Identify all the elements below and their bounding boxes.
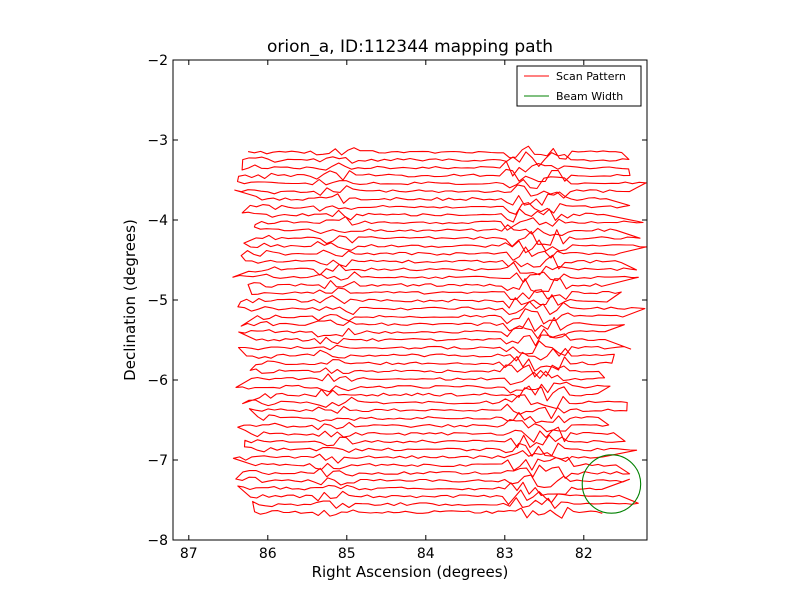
legend-box: [516, 65, 642, 107]
scan-pattern-series: [232, 145, 647, 519]
y-axis: −2 −3 −4 −5 −6 −7 −8: [147, 53, 647, 549]
y-tick-label: −3: [147, 133, 168, 149]
beam-width-series: [581, 454, 642, 514]
legend-label-beam-width: Beam Width: [556, 90, 623, 103]
y-tick-label: −7: [147, 453, 168, 469]
x-tick-label: 84: [417, 546, 435, 562]
y-tick-label: −2: [147, 53, 168, 69]
x-tick-label: 87: [180, 546, 198, 562]
legend: Scan Pattern Beam Width: [516, 65, 642, 107]
y-tick-label: −6: [147, 373, 168, 389]
chart-title: orion_a, ID:112344 mapping path: [267, 37, 553, 57]
y-tick-label: −4: [147, 213, 168, 229]
x-tick-label: 85: [338, 546, 356, 562]
y-tick-label: −8: [147, 533, 168, 549]
y-axis-label: Declination (degrees): [121, 219, 139, 381]
x-axis-label: Right Ascension (degrees): [312, 563, 509, 581]
legend-label-scan-pattern: Scan Pattern: [556, 70, 626, 83]
x-tick-label: 86: [259, 546, 277, 562]
y-tick-label: −5: [147, 293, 168, 309]
scan-pattern-line: [232, 145, 647, 519]
x-axis: 87 86 85 84 83 82: [180, 60, 593, 562]
x-tick-label: 83: [496, 546, 514, 562]
beam-width-circle: [581, 454, 642, 514]
x-tick-label: 82: [575, 546, 593, 562]
